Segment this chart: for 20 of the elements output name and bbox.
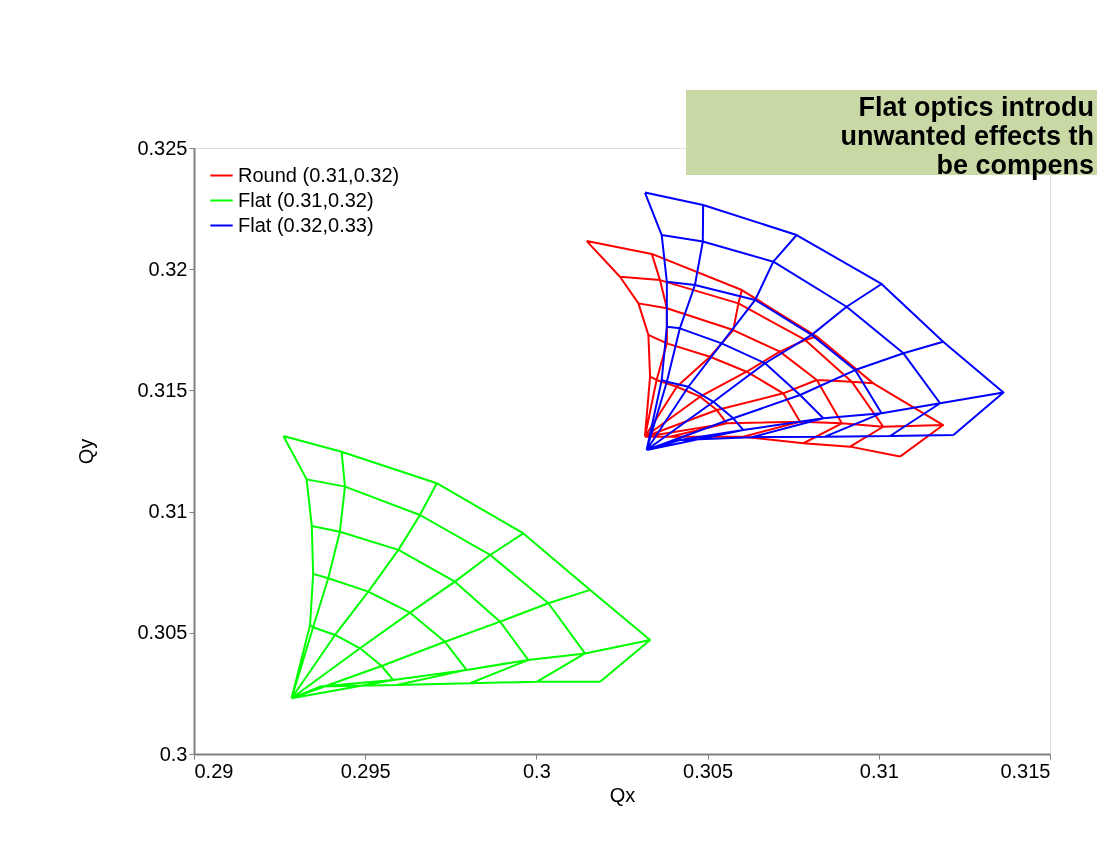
legend-label: Flat (0.32,0.33) [238,213,374,236]
x-tick-label: 0.315 [1000,759,1051,782]
x-tick-label: 0.3 [522,759,551,782]
y-tick-label: 0.31 [148,500,188,523]
y-tick-label: 0.32 [148,257,188,280]
legend-label: Round (0.31,0.32) [238,163,400,186]
annotation: be compens [936,150,1094,180]
legend-label: Flat (0.31,0.32) [238,188,374,211]
y-axis-title: Qy [75,438,98,465]
y-tick-label: 0.305 [137,621,188,644]
x-tick-label: 0.305 [683,759,734,782]
x-tick-label: 0.31 [859,759,899,782]
x-tick-label: 0.29 [194,759,234,782]
text: Flat optics introdu [858,92,1094,122]
annotation: unwanted effects th [840,121,1094,151]
x-tick-label: 0.295 [340,759,391,782]
x-axis-title: Qx [609,783,636,806]
y-tick-label: 0.315 [137,378,188,401]
y-tick-label: 0.3 [159,742,188,765]
y-tick-label: 0.325 [137,136,188,159]
